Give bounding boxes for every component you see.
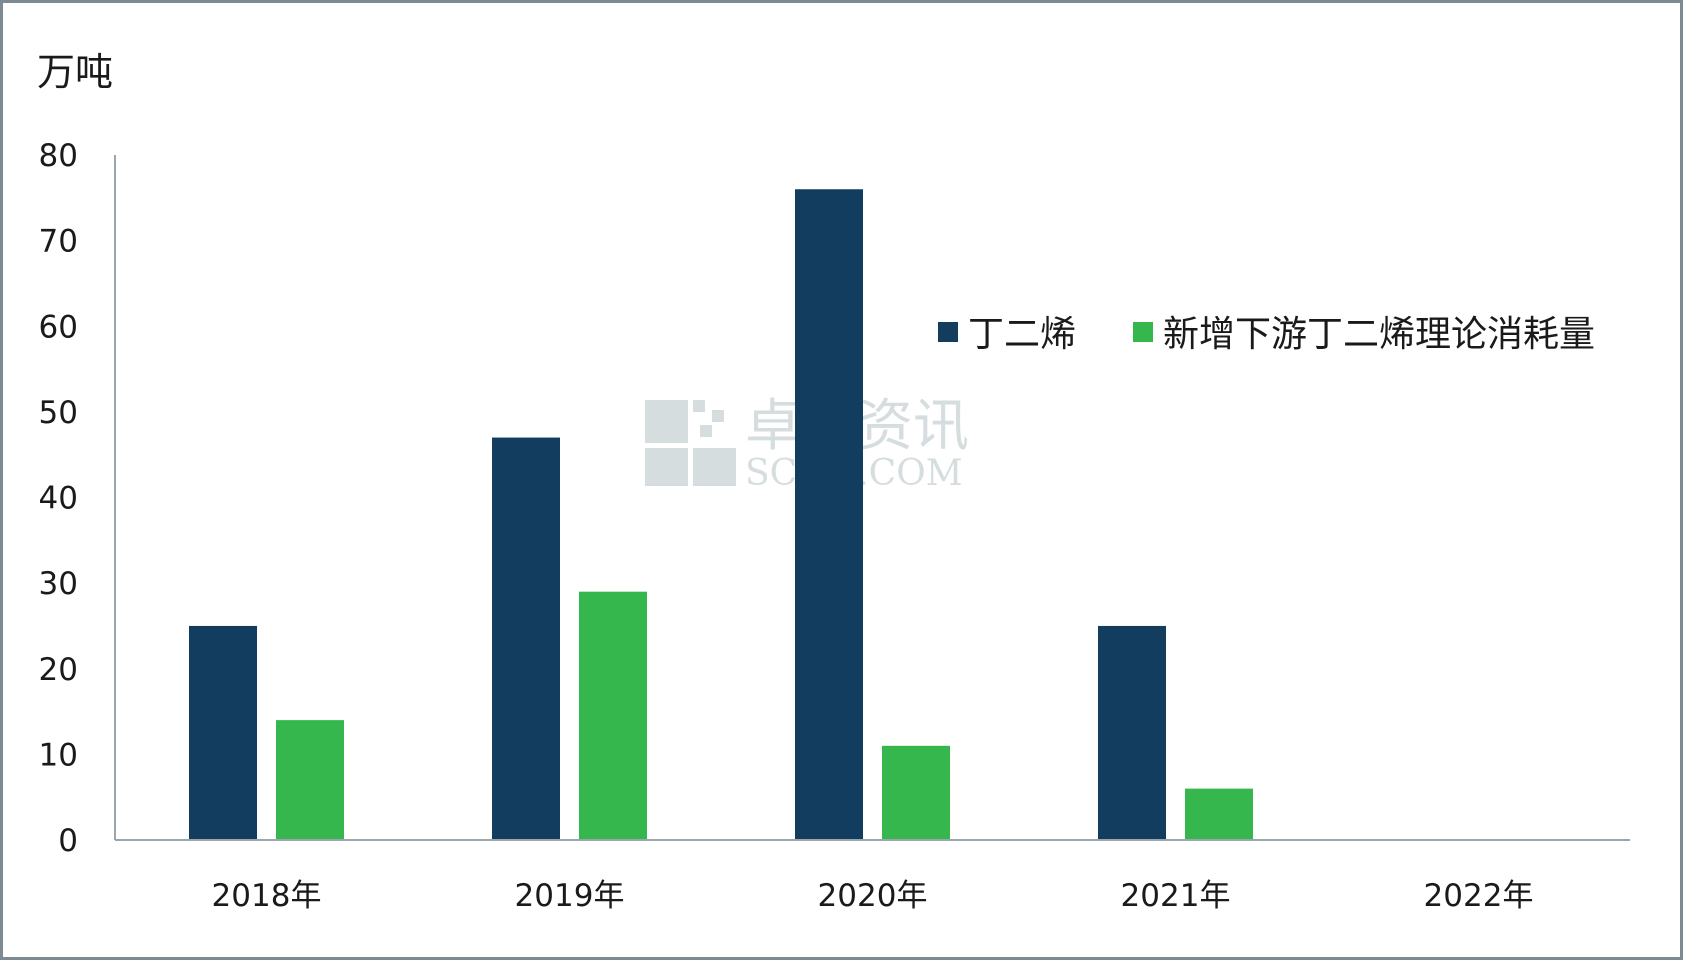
watermark-logo-block [700,425,712,437]
y-tick-label: 20 [39,652,78,688]
bars [189,189,1253,840]
legend-swatch-butadiene [938,322,958,342]
bar-series-0-2019年 [492,437,560,840]
watermark-logo-block [645,400,688,443]
legend: 丁二烯 新增下游丁二烯理论消耗量 [938,314,1595,355]
bar-series-1-2019年 [579,591,647,840]
watermark-logo-block [645,448,688,486]
y-tick-label: 30 [39,566,78,602]
legend-swatch-downstream-consumption [1133,322,1153,342]
bar-series-0-2021年 [1098,625,1166,840]
x-tick-label: 2022年 [1424,878,1534,914]
legend-label-downstream-consumption: 新增下游丁二烯理论消耗量 [1163,314,1595,355]
y-tick-label: 10 [39,737,78,773]
x-tick-label: 2020年 [818,878,928,914]
y-tick-label: 60 [39,309,78,345]
y-tick-label: 40 [39,481,78,517]
x-tick-label: 2019年 [515,878,625,914]
x-axis-ticks: 2018年 2019年 2020年 2021年 2022年 [212,878,1534,914]
legend-label-butadiene: 丁二烯 [968,314,1076,355]
x-tick-label: 2021年 [1121,878,1231,914]
y-tick-label: 80 [39,138,78,174]
y-unit-label: 万吨 [37,50,113,94]
bar-series-1-2018年 [276,720,344,840]
y-tick-label: 0 [58,823,78,859]
y-tick-label: 50 [39,395,78,431]
watermark-logo-block [693,400,705,412]
bar-series-1-2021年 [1185,788,1253,840]
bar-series-1-2020年 [882,745,950,840]
y-axis-ticks: 0 10 20 30 40 50 60 70 80 [39,138,78,859]
y-tick-label: 70 [39,224,78,260]
x-tick-label: 2018年 [212,878,322,914]
watermark-logo-block [712,410,724,422]
bar-series-0-2020年 [795,189,863,840]
bar-series-0-2018年 [189,625,257,840]
watermark-logo-block [693,448,736,486]
